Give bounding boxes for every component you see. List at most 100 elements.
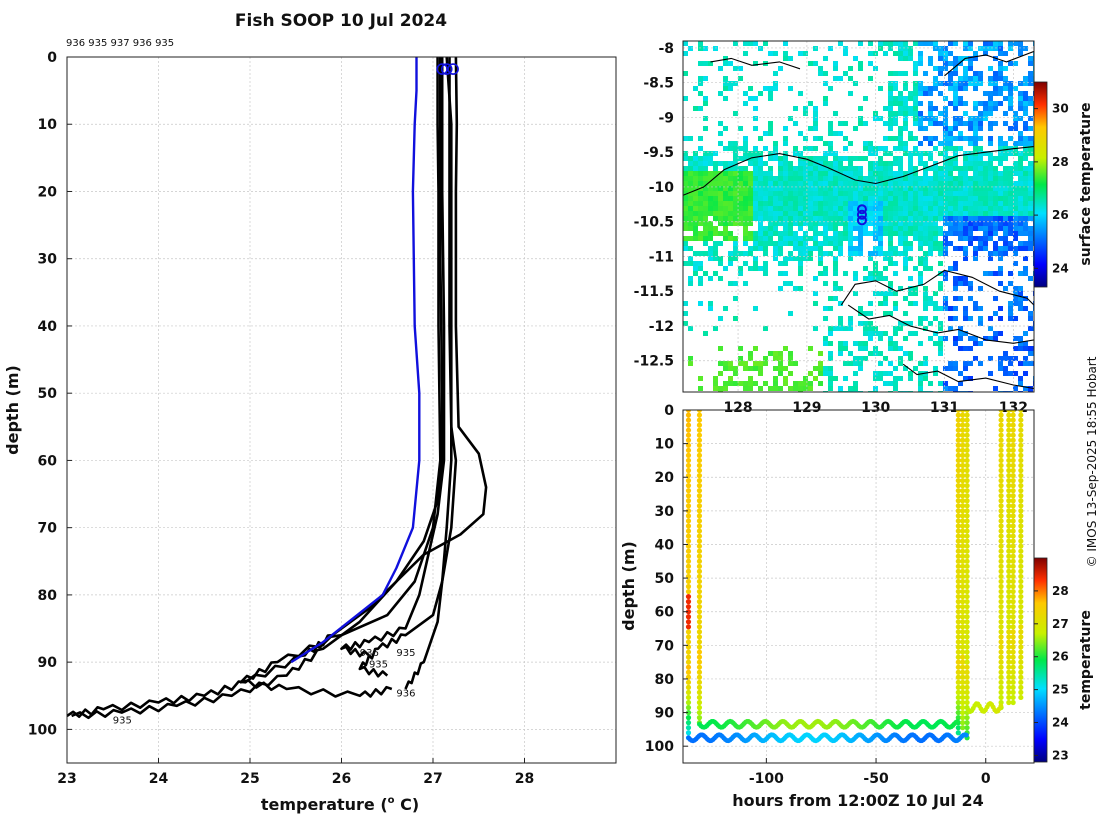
map-cell	[933, 291, 938, 296]
map-cell	[758, 371, 763, 376]
map-cell	[758, 181, 763, 186]
map-cell	[838, 286, 843, 291]
map-cell	[988, 41, 993, 46]
section-point	[696, 674, 703, 680]
map-cell	[898, 41, 903, 46]
map-cell	[988, 211, 993, 216]
map-cell	[958, 281, 963, 286]
map-cell	[883, 181, 888, 186]
map-cell	[698, 41, 703, 46]
map-cell	[703, 206, 708, 211]
map-cell	[953, 146, 958, 151]
section-point	[1010, 679, 1016, 685]
map-cell	[953, 61, 958, 66]
map-cell	[918, 121, 923, 126]
map-cell	[993, 201, 998, 206]
map-cell	[723, 361, 728, 366]
map-cell	[718, 261, 723, 266]
section-point	[685, 533, 692, 539]
map-cell	[953, 161, 958, 166]
map-cell	[893, 196, 898, 201]
map-cell	[963, 331, 968, 336]
section-point	[964, 644, 970, 650]
section-colorbar-tick-label: 24	[1052, 716, 1069, 730]
map-cell	[823, 221, 828, 226]
map-cell	[918, 91, 923, 96]
map-cell	[953, 196, 958, 201]
map-cell	[703, 96, 708, 101]
map-cell	[948, 216, 953, 221]
section-point	[685, 518, 692, 524]
map-cell	[683, 301, 688, 306]
map-cell	[893, 376, 898, 381]
section-point	[685, 528, 692, 534]
section-point	[955, 457, 961, 464]
map-cell	[1013, 161, 1018, 166]
map-cell	[993, 81, 998, 86]
map-cell	[758, 136, 763, 141]
section-point	[1018, 629, 1024, 635]
map-cell	[683, 166, 688, 171]
map-cell	[968, 126, 973, 131]
section-point	[1018, 452, 1024, 458]
map-colorbar-tick-label: 30	[1052, 102, 1069, 116]
map-cell	[928, 56, 933, 61]
map-cell	[743, 221, 748, 226]
map-cell	[833, 156, 838, 161]
map-cell	[738, 266, 743, 271]
map-cell	[803, 231, 808, 236]
map-cell	[898, 131, 903, 136]
map-cell	[868, 41, 873, 46]
section-point	[1018, 609, 1024, 615]
map-cell	[798, 181, 803, 186]
map-cell	[973, 76, 978, 81]
map-cell	[968, 186, 973, 191]
map-cell	[958, 176, 963, 181]
map-cell	[903, 206, 908, 211]
section-point	[685, 639, 692, 645]
map-cell	[743, 156, 748, 161]
map-cell	[718, 141, 723, 146]
map-cell	[938, 71, 943, 76]
section-point	[696, 593, 703, 600]
map-cell	[813, 246, 818, 251]
section-point	[1010, 493, 1016, 499]
map-cell	[878, 86, 883, 91]
map-cell	[833, 266, 838, 271]
section-point	[960, 583, 966, 590]
map-cell	[773, 251, 778, 256]
map-cell	[683, 196, 688, 201]
map-cell	[808, 161, 813, 166]
map-cell	[798, 186, 803, 191]
map-cell	[1013, 206, 1018, 211]
map-cell	[733, 66, 738, 71]
map-cell	[958, 76, 963, 81]
map-cell	[973, 126, 978, 131]
map-cell	[868, 176, 873, 181]
map-cell	[698, 216, 703, 221]
map-cell	[788, 171, 793, 176]
map-cell	[883, 291, 888, 296]
map-cell	[773, 151, 778, 156]
section-point	[998, 629, 1004, 635]
map-cell	[738, 171, 743, 176]
map-cell	[893, 366, 898, 371]
map-cell	[788, 181, 793, 186]
map-cell	[683, 311, 688, 316]
map-cell	[1003, 351, 1008, 356]
section-point	[955, 513, 961, 519]
map-cell	[723, 176, 728, 181]
section-point	[1018, 493, 1024, 499]
map-cell	[823, 81, 828, 86]
section-point	[960, 472, 966, 479]
section-point	[1018, 483, 1024, 489]
map-cell	[883, 196, 888, 201]
map-cell	[868, 251, 873, 256]
section-point	[998, 583, 1004, 590]
map-cell	[703, 166, 708, 171]
map-cell	[903, 141, 908, 146]
map-cell	[823, 71, 828, 76]
map-cell	[903, 261, 908, 266]
map-cell	[828, 171, 833, 176]
section-y-tick-label: 20	[655, 470, 675, 486]
